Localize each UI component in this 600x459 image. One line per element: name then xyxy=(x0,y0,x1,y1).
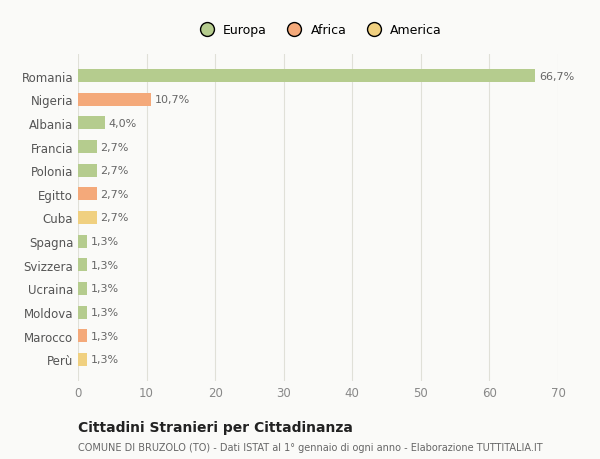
Bar xyxy=(78,94,151,106)
Text: COMUNE DI BRUZOLO (TO) - Dati ISTAT al 1° gennaio di ogni anno - Elaborazione TU: COMUNE DI BRUZOLO (TO) - Dati ISTAT al 1… xyxy=(78,442,542,452)
Bar xyxy=(78,141,97,154)
Text: 1,3%: 1,3% xyxy=(91,237,118,246)
Bar xyxy=(78,259,87,272)
Bar xyxy=(78,188,97,201)
Text: 2,7%: 2,7% xyxy=(100,213,128,223)
Text: 1,3%: 1,3% xyxy=(91,355,118,364)
Text: 2,7%: 2,7% xyxy=(100,190,128,199)
Bar xyxy=(78,164,97,177)
Bar xyxy=(78,330,87,342)
Text: 1,3%: 1,3% xyxy=(91,308,118,318)
Text: 1,3%: 1,3% xyxy=(91,260,118,270)
Text: 2,7%: 2,7% xyxy=(100,166,128,176)
Text: 4,0%: 4,0% xyxy=(109,118,137,129)
Bar xyxy=(78,306,87,319)
Bar xyxy=(78,212,97,224)
Text: Cittadini Stranieri per Cittadinanza: Cittadini Stranieri per Cittadinanza xyxy=(78,420,353,434)
Text: 66,7%: 66,7% xyxy=(539,72,574,81)
Text: 2,7%: 2,7% xyxy=(100,142,128,152)
Text: 1,3%: 1,3% xyxy=(91,331,118,341)
Legend: Europa, Africa, America: Europa, Africa, America xyxy=(189,19,447,42)
Bar xyxy=(78,282,87,295)
Text: 10,7%: 10,7% xyxy=(155,95,190,105)
Bar xyxy=(78,353,87,366)
Bar xyxy=(78,117,106,130)
Bar xyxy=(78,235,87,248)
Text: 1,3%: 1,3% xyxy=(91,284,118,294)
Bar xyxy=(78,70,535,83)
